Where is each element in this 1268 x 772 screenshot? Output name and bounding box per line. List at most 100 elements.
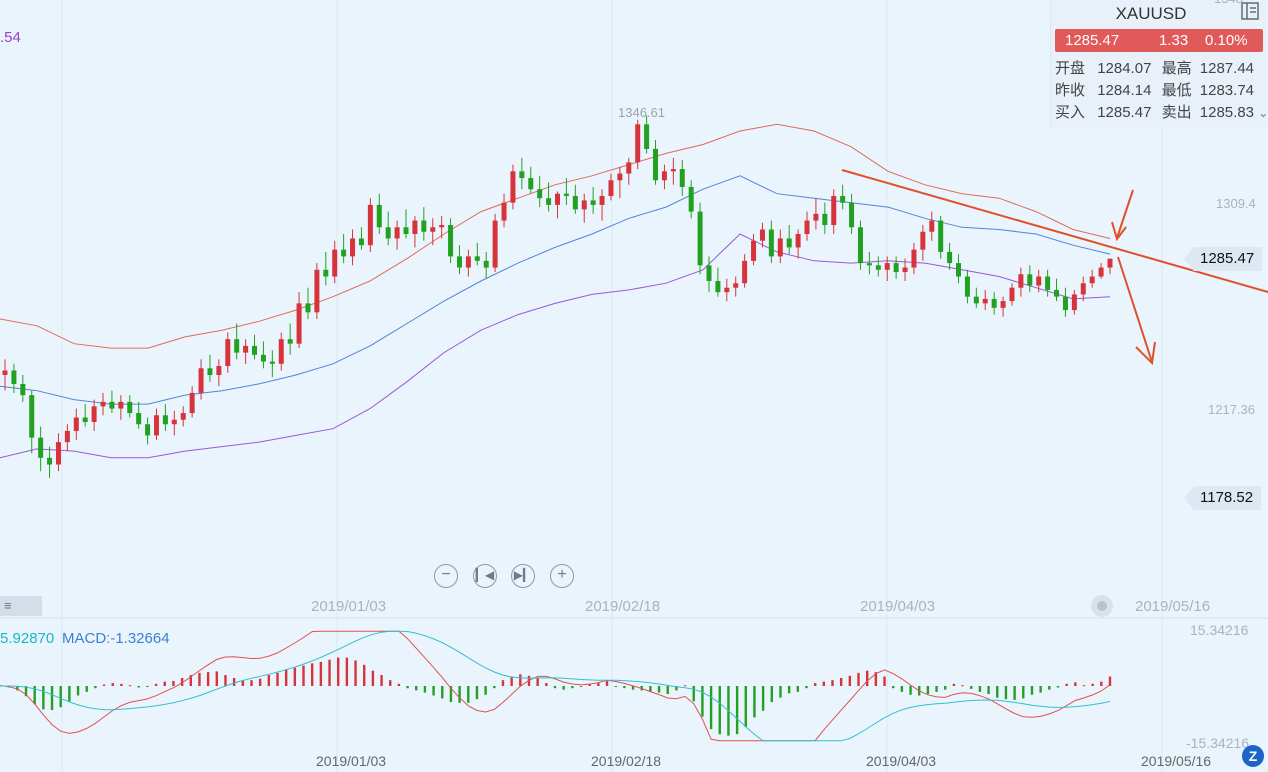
candle-body — [537, 189, 543, 199]
price-change-pct: 0.10% — [1205, 32, 1248, 49]
macd-bar — [744, 686, 747, 727]
macd-bar — [770, 686, 773, 703]
macd-bar — [163, 681, 166, 686]
candle-body — [938, 220, 944, 252]
macd-bar — [787, 686, 791, 694]
candle-body — [1009, 287, 1015, 302]
skip-back-button[interactable]: ▎◀ — [473, 564, 497, 588]
macd-bar — [94, 686, 97, 689]
candle-body — [350, 238, 356, 257]
candle-body — [724, 287, 730, 293]
macd-bar — [406, 686, 409, 689]
zoom-out-button[interactable]: − — [434, 564, 458, 588]
macd-bar — [874, 672, 878, 686]
candle-body — [964, 276, 970, 297]
quote-panel: XAUUSD 1285.47 1.33 0.10% 开盘 1284.07 最高 … — [1050, 0, 1268, 128]
menu-icon: ≡ — [4, 598, 12, 613]
candle-body — [55, 442, 61, 465]
macd-bar — [631, 686, 635, 690]
macd-bar — [241, 680, 245, 686]
candle-body — [697, 211, 703, 266]
candle-body — [617, 173, 623, 181]
bid-label: 买入 — [1055, 104, 1086, 121]
candle-body — [82, 417, 88, 422]
price-bar: 1285.47 1.33 0.10% — [1055, 29, 1263, 52]
candle-body — [635, 124, 641, 163]
macd-bar — [1013, 686, 1016, 700]
macd-bar — [493, 686, 496, 689]
candle-body — [474, 256, 480, 261]
candle-body — [1027, 274, 1033, 286]
macd-bar — [865, 670, 869, 686]
candle-body — [358, 238, 364, 246]
candle-body — [180, 413, 186, 420]
sidebar-toggle-icon[interactable] — [1241, 2, 1259, 20]
macd-bar — [510, 676, 513, 686]
indicator-menu-tab[interactable]: ≡ — [0, 596, 42, 616]
skip-back-icon: ▎◀ — [475, 568, 495, 582]
macd-bar — [666, 686, 669, 695]
candle-body — [403, 227, 409, 234]
candle-body — [269, 361, 275, 364]
macd-bar — [553, 686, 557, 689]
candle-body — [1036, 276, 1042, 286]
macd-bar — [779, 686, 782, 698]
skip-forward-button[interactable]: ▶▎ — [511, 564, 535, 588]
macd-bar — [605, 680, 609, 686]
macd-bar — [423, 686, 427, 693]
candle-body — [278, 339, 284, 364]
candle-body — [706, 265, 712, 281]
candle-body — [234, 339, 240, 353]
date-label: 2019/05/16 — [1135, 598, 1211, 615]
macd-bar — [189, 675, 192, 686]
candle-body — [777, 238, 783, 257]
candle-body — [260, 354, 266, 362]
macd-bar — [675, 686, 678, 691]
macd-bar — [293, 667, 297, 686]
candle-body — [831, 195, 837, 226]
quote-row-bid: 买入 1285.47 卖出 1285.83 ⌄ — [1055, 101, 1268, 122]
settings-dot-icon[interactable] — [1091, 595, 1113, 617]
candle-body — [528, 178, 534, 190]
date-label-lower: 2019/04/03 — [866, 753, 937, 769]
candle-body — [64, 430, 70, 443]
candle-body — [73, 417, 79, 431]
price-change: 1.33 — [1159, 32, 1189, 49]
date-label-lower: 2019/02/18 — [591, 753, 662, 769]
macd-bar — [579, 686, 583, 687]
candle-body — [216, 366, 222, 375]
macd-bar — [59, 686, 62, 708]
macd-bar — [709, 686, 713, 730]
macd-bar — [24, 686, 28, 697]
candle-body — [11, 370, 17, 384]
candle-body — [599, 195, 605, 205]
candle-body — [795, 233, 801, 248]
candle-body — [947, 251, 953, 264]
macd-bar — [484, 686, 487, 695]
date-label-lower: 2019/05/16 — [1141, 753, 1212, 769]
candle-body — [127, 401, 133, 414]
zoom-in-button[interactable]: + — [550, 564, 574, 588]
macd-bar — [857, 672, 860, 686]
date-label: 2019/04/03 — [860, 598, 936, 615]
macd-bar — [284, 669, 288, 686]
candle-body — [653, 148, 659, 181]
candle-body — [759, 229, 765, 241]
candle-body — [786, 238, 792, 248]
prev-close-label: 昨收 — [1055, 82, 1086, 99]
candle-body — [376, 204, 382, 228]
macd-bar — [536, 677, 539, 686]
chevron-down-icon[interactable]: ⌄ — [1258, 106, 1268, 120]
macd-bar — [796, 686, 800, 692]
candlesticks — [2, 115, 1113, 478]
macd-bar — [683, 685, 687, 687]
macd-bar — [839, 677, 843, 686]
candle-body — [893, 263, 899, 273]
macd-bar — [250, 680, 253, 686]
macd-bar — [892, 686, 895, 689]
arrow-down — [1117, 256, 1156, 366]
candle-body — [1089, 276, 1095, 284]
candle-body — [608, 180, 614, 196]
candle-body — [323, 269, 329, 277]
